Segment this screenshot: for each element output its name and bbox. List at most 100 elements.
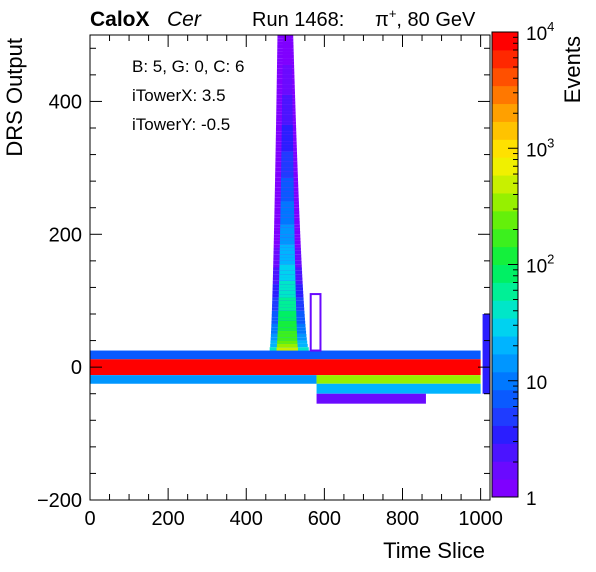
peak-row-inner-59 bbox=[281, 151, 294, 155]
peak-row-inner-50 bbox=[280, 181, 294, 185]
peak-row-inner-10 bbox=[278, 314, 297, 318]
z-tick-label: 103 bbox=[526, 135, 554, 161]
peak-row-inner-70 bbox=[281, 114, 293, 119]
peak-row-inner-87 bbox=[282, 58, 292, 62]
peak-row-inner-53 bbox=[281, 171, 294, 175]
heatmap-band-2 bbox=[90, 375, 317, 384]
peak-row-inner-21 bbox=[279, 277, 296, 281]
color-scale-segment bbox=[492, 103, 518, 122]
peak-row-inner-77 bbox=[282, 91, 293, 95]
run-label: Run 1468: bbox=[252, 9, 344, 31]
peak-row-inner-3 bbox=[277, 337, 298, 341]
color-scale-segment bbox=[492, 443, 518, 462]
peak-row-inner-86 bbox=[282, 61, 292, 65]
beam-particle: π bbox=[375, 9, 389, 31]
color-scale-segment bbox=[492, 282, 518, 301]
color-scale-segment bbox=[492, 461, 518, 480]
color-scale-segment bbox=[492, 264, 518, 283]
z-tick-label: 102 bbox=[526, 252, 554, 278]
peak-row-inner-58 bbox=[281, 154, 294, 158]
peak-row-inner-91 bbox=[282, 44, 292, 49]
color-scale-segment bbox=[492, 192, 518, 212]
x-tick-label: 800 bbox=[386, 508, 419, 530]
peak-row-inner-30 bbox=[279, 247, 295, 251]
peak-row-inner-28 bbox=[279, 254, 295, 258]
z-tick-label: 104 bbox=[526, 19, 554, 45]
color-scale-segment bbox=[492, 121, 518, 140]
peak-row-inner-23 bbox=[279, 270, 296, 275]
peak-row-inner-40 bbox=[280, 214, 295, 218]
color-scale-segment bbox=[492, 318, 518, 337]
peak-row-inner-45 bbox=[280, 197, 294, 202]
peak-row-inner-27 bbox=[279, 257, 295, 261]
peak-row-inner-0 bbox=[276, 347, 299, 351]
heatmap-band-0 bbox=[90, 359, 481, 376]
peak-row-inner-38 bbox=[280, 221, 295, 225]
peak-row-inner-69 bbox=[281, 118, 293, 122]
z-tick-label: 1 bbox=[526, 489, 537, 510]
peak-row-inner-19 bbox=[278, 284, 296, 288]
peak-row-inner-65 bbox=[281, 131, 293, 135]
peak-row-inner-7 bbox=[277, 323, 297, 328]
color-scale-segment bbox=[492, 300, 518, 319]
peak-row-inner-46 bbox=[280, 194, 294, 198]
peak-row-inner-2 bbox=[277, 340, 298, 344]
peak-row-inner-73 bbox=[282, 104, 293, 109]
peak-row-inner-76 bbox=[282, 94, 293, 99]
x-tick-label: 400 bbox=[230, 508, 263, 530]
color-scale-segment bbox=[492, 407, 518, 426]
peak-row-inner-17 bbox=[278, 290, 296, 295]
heatmap-band-5 bbox=[316, 393, 426, 404]
color-scale-segment bbox=[492, 32, 518, 51]
peak-row-inner-81 bbox=[282, 78, 293, 82]
peak-row-inner-63 bbox=[281, 137, 293, 142]
color-scale-segment bbox=[492, 139, 518, 158]
annotation-line-1: B: 5, G: 0, C: 6 bbox=[132, 57, 244, 76]
color-scale-segment bbox=[492, 389, 518, 409]
y-axis-title: DRS Output bbox=[2, 38, 27, 157]
peak-row-inner-32 bbox=[279, 240, 295, 245]
peak-row-inner-36 bbox=[280, 227, 295, 231]
color-scale-segment bbox=[492, 425, 518, 444]
x-axis: 0 200 400 600 800 1000 bbox=[84, 35, 503, 530]
peak-row-inner-13 bbox=[278, 304, 297, 308]
z-axis-title: Events bbox=[560, 36, 585, 103]
peak-row-inner-24 bbox=[279, 267, 296, 271]
annotation-line-3: iTowerY: -0.5 bbox=[132, 115, 230, 134]
peak-row-inner-22 bbox=[279, 274, 296, 278]
peak-row-inner-67 bbox=[281, 124, 293, 128]
color-scale-segment bbox=[492, 353, 518, 373]
channel-label: Cer bbox=[167, 8, 202, 31]
peak-row-inner-29 bbox=[279, 250, 295, 255]
peak-row-inner-43 bbox=[280, 204, 295, 208]
peak-row-inner-33 bbox=[279, 237, 295, 241]
peak-row-inner-61 bbox=[281, 144, 294, 148]
color-scale-segment bbox=[492, 67, 518, 87]
x-axis-title: Time Slice bbox=[383, 538, 485, 563]
brand-label: CaloX bbox=[90, 8, 150, 31]
color-scale-segment bbox=[492, 228, 518, 248]
peak-row-inner-8 bbox=[277, 320, 297, 324]
peak-row-inner-80 bbox=[282, 81, 293, 85]
peak-row-inner-55 bbox=[281, 164, 294, 168]
peak-row-inner-83 bbox=[282, 71, 293, 75]
peak-row-inner-68 bbox=[281, 121, 293, 125]
plot-area bbox=[90, 35, 490, 404]
peak-row-inner-52 bbox=[281, 174, 294, 178]
peak-row-inner-51 bbox=[280, 177, 294, 182]
y-tick-label: −200 bbox=[37, 490, 82, 512]
peak-row-inner-88 bbox=[282, 54, 292, 59]
peak-row-inner-66 bbox=[281, 128, 293, 132]
x-tick-label: 200 bbox=[151, 508, 184, 530]
peak-row-inner-48 bbox=[280, 187, 294, 192]
color-scale-segment bbox=[492, 157, 518, 176]
peak-row-inner-72 bbox=[281, 108, 293, 112]
color-scale-segment bbox=[492, 371, 518, 391]
heatmap-band-4 bbox=[316, 383, 481, 394]
peak-row-inner-49 bbox=[280, 184, 294, 188]
peak-row-inner-15 bbox=[278, 297, 296, 301]
peak-row-inner-42 bbox=[280, 207, 295, 212]
peak-row-inner-54 bbox=[281, 167, 294, 172]
x-tick-label: 600 bbox=[308, 508, 341, 530]
